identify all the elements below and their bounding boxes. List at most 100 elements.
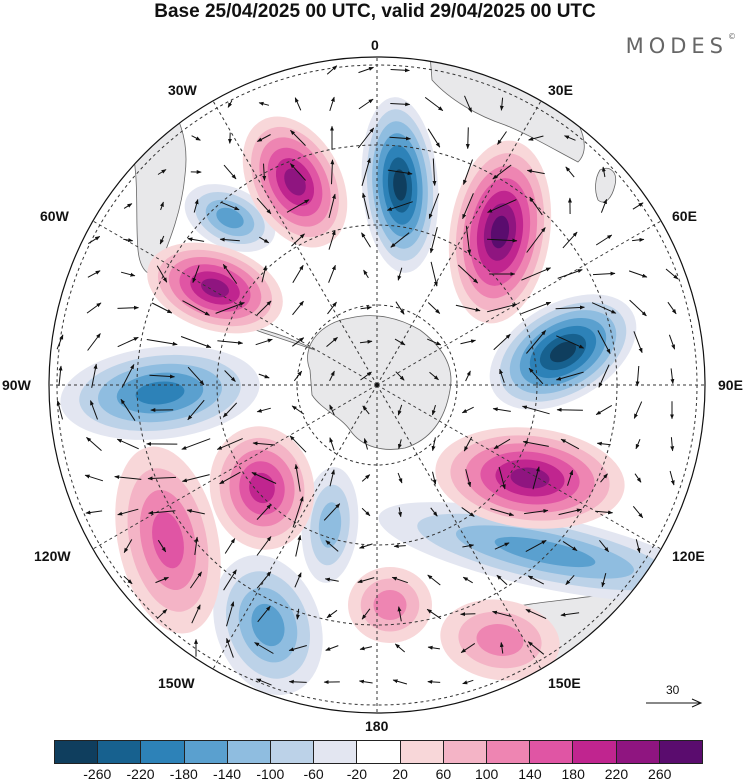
wind-vector [289, 435, 307, 453]
wind-vector [361, 608, 371, 620]
wind-vector [256, 536, 272, 556]
wind-vector [632, 202, 644, 210]
wind-vector [427, 338, 442, 346]
wind-vector [670, 368, 675, 385]
wind-vector [665, 268, 679, 280]
lon-label-150w: 150W [158, 675, 195, 691]
wind-vector [215, 302, 245, 314]
anomaly-contour [476, 624, 524, 656]
wind-vector [358, 98, 374, 110]
colorbar-tick-label: -140 [213, 766, 242, 782]
wind-vector [394, 338, 406, 346]
lon-label-90e: 90E [718, 377, 743, 393]
negative-anomaly-lobe [378, 502, 705, 602]
wind-vector [224, 538, 236, 554]
colorbar-tick-label: 140 [518, 766, 542, 782]
south-pole-marker [375, 383, 379, 387]
wind-vector [567, 469, 574, 486]
wind-vector [359, 339, 373, 344]
wind-vector [601, 166, 606, 178]
wind-vector [390, 232, 410, 248]
wind-vector [120, 398, 136, 421]
wind-vector [181, 438, 211, 450]
wind-vector [525, 608, 547, 620]
wind-vector [290, 130, 306, 146]
wind-vector [256, 407, 271, 413]
wind-vector [556, 407, 583, 412]
colorbar-tick-label: -20 [346, 766, 367, 782]
wind-vector [462, 679, 474, 685]
wind-vector [159, 201, 164, 211]
colorbar-swatch [357, 741, 401, 763]
wind-vector [117, 508, 139, 516]
wind-vector [256, 504, 272, 520]
brand-name: MODES [625, 34, 728, 58]
wind-vector [395, 371, 405, 381]
colorbar-tick-label: 20 [392, 766, 408, 782]
wind-vector [598, 364, 610, 388]
wind-vector [256, 300, 272, 316]
wind-vector [120, 271, 136, 277]
wind-vector [290, 163, 306, 181]
wind-vector [252, 441, 276, 446]
wind-vector [294, 463, 301, 492]
wind-vector [460, 339, 476, 345]
wind-vector [667, 301, 677, 315]
wind-vector [386, 201, 413, 211]
lon-label-30e: 30E [548, 82, 573, 98]
wind-vector [668, 334, 676, 350]
wind-vector [58, 365, 63, 387]
wind-vector [194, 536, 199, 555]
wind-vector [635, 439, 641, 450]
wind-vector [633, 331, 643, 354]
wind-vector [591, 302, 617, 314]
wind-vector [219, 237, 240, 242]
wind-vector [632, 237, 645, 242]
wind-vector [222, 263, 238, 284]
colorbar-swatch [616, 741, 660, 763]
wind-vector [596, 441, 611, 446]
wind-vector [123, 539, 133, 554]
wind-vector [291, 233, 305, 247]
wind-vector [357, 577, 375, 584]
wind-vector [521, 267, 552, 281]
map-title: Base 25/04/2025 00 UTC, valid 29/04/2025… [154, 1, 596, 22]
wind-vector [292, 496, 304, 528]
wind-vector [462, 193, 474, 220]
wind-vector [565, 574, 575, 586]
lon-label-60w: 60W [40, 208, 69, 224]
wind-vector [187, 366, 205, 386]
wind-vector [465, 469, 472, 488]
wind-vector [116, 438, 139, 450]
wind-vector [529, 196, 543, 216]
wind-vector [595, 234, 613, 246]
wind-vector [632, 505, 644, 519]
wind-vector [387, 169, 413, 176]
wind-vector [628, 270, 648, 278]
meridian-line [92, 220, 378, 386]
wind-vector [255, 338, 273, 346]
lon-label-120w: 120W [34, 548, 71, 564]
wind-vector [327, 301, 337, 315]
wind-vector [186, 509, 205, 515]
wind-vector [461, 507, 475, 517]
wind-vector [524, 509, 549, 515]
colorbar-tick-label: 100 [474, 766, 499, 782]
wind-vector [328, 229, 336, 250]
wind-vector [526, 169, 545, 175]
wind-vector [600, 473, 608, 483]
wind-vector [257, 605, 271, 623]
wind-vector [325, 645, 339, 651]
antarctica-land [307, 315, 452, 450]
wind-vector [361, 157, 371, 186]
wind-vector [599, 539, 609, 553]
wind-vector [91, 363, 98, 388]
wind-vector [151, 302, 173, 314]
wind-vector [123, 203, 133, 209]
wind-vector [669, 470, 675, 486]
wind-vector [465, 127, 470, 150]
wind-vector [88, 235, 101, 245]
wind-vector [187, 237, 205, 242]
positive-anomaly-lobe [348, 567, 432, 643]
wind-vector [219, 471, 241, 485]
